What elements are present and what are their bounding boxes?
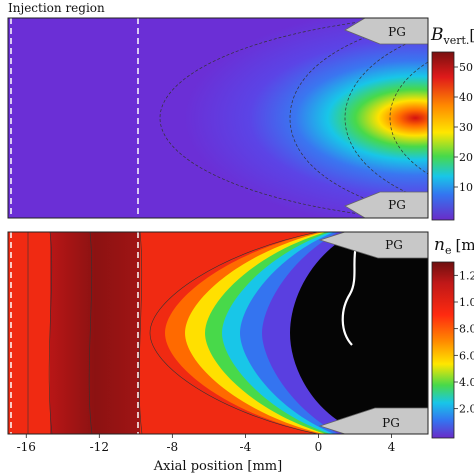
x-tick-label: -16 [17,440,36,454]
top-panel-frame [7,17,429,219]
pg-label-top-upper: PG [388,25,406,39]
b-colorbar-tick-label: 40 [459,91,473,104]
pg-upper-electrode-top [344,18,428,45]
b-colorbar-tick-label: 50 [459,61,473,74]
bottom-panel-frame [7,231,429,435]
b-colorbar-tick-label: 30 [459,121,473,134]
pg-lower-electrode-bottom [318,407,428,434]
x-tick-label: 0 [315,440,323,454]
b-colorbar-tick-label: 20 [459,151,473,164]
x-tick-label: -4 [240,440,252,454]
ne-colorbar-tick-label: 8.0 [459,323,474,336]
x-tick-label: 4 [388,440,396,454]
b-field-contours [159,21,428,215]
pg-upper-electrode-bottom [318,232,428,259]
pg-label-bottom-upper: PG [385,238,403,252]
ne-colorbar-tick-label: 6.0 [459,349,474,362]
ne-void-region [290,232,428,434]
bottom-panel: PG PG ne [m 1.2 1.0 8.0 6.0 4.0 2.0 -16 -12 -8 -4… [7,231,474,474]
x-axis-label: Axial position [mm] [153,459,282,474]
b-colorbar: Bvert.[ 50 40 30 20 10 [430,25,474,221]
ne-colorbar-tick-label: 1.2 [459,269,474,282]
ne-colorbar: ne [m 1.2 1.0 8.0 6.0 4.0 2.0 [431,235,474,439]
top-panel: Injection region PG PG Bvert.[ 50 40 30 20 1… [7,1,474,221]
ne-colorbar-bar [431,261,455,439]
ne-colorbar-tick-label: 2.0 [459,403,474,416]
b-colorbar-bar [431,51,455,221]
x-tick-label: -12 [90,440,109,454]
ne-colorbar-tick-label: 4.0 [459,376,474,389]
ne-contours [27,232,319,434]
pg-label-bottom-lower: PG [382,416,400,430]
top-panel-title: Injection region [8,1,105,15]
x-tick-label: -8 [166,440,178,454]
b-colorbar-tick-label: 10 [459,181,473,194]
pg-label-top-lower: PG [388,198,406,212]
ne-colorbar-tick-label: 1.0 [459,296,474,309]
ne-dense-band [50,232,140,434]
ne-void-boundary [341,245,358,346]
b-colorbar-label: Bvert.[ [430,25,474,47]
ne-colorbar-label: ne [m [434,235,474,257]
b-field-map [8,18,428,218]
pg-lower-electrode-top [344,191,428,218]
